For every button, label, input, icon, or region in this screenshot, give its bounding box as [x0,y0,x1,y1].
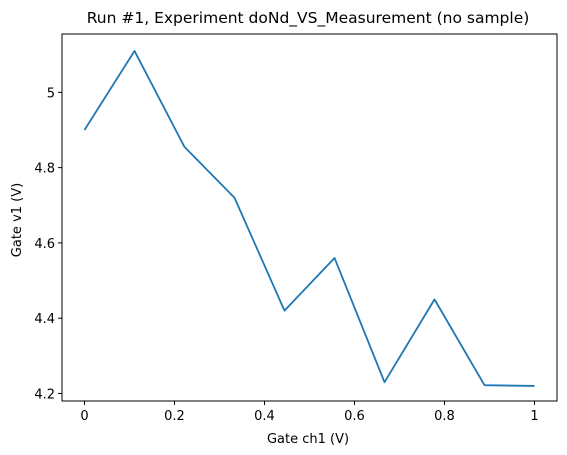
plot-frame [61,33,558,402]
x-tick-label: 1 [530,409,538,424]
y-tick-label: 4.2 [34,387,55,402]
x-tick-label: 0.4 [254,409,275,424]
y-axis-label: Gate v1 (V) [10,183,25,257]
y-tick-label: 5 [47,86,55,101]
x-tick-label: 0.8 [434,409,455,424]
x-tick-label: 0.2 [164,409,185,424]
y-tick-label: 4.8 [34,162,55,177]
series-layer [83,50,535,387]
x-axis-ticks: 0 0.2 0.4 0.6 0.8 1 [80,401,539,424]
y-tick-label: 4.4 [34,312,55,327]
x-tick-label: 0 [80,409,88,424]
plot-area [61,33,558,402]
x-tick-label: 0.6 [344,409,365,424]
chart-title: Run #1, Experiment doNd_VS_Measurement (… [87,9,530,28]
x-axis-label: Gate ch1 (V) [267,432,349,447]
series-line-0 [83,50,535,387]
y-tick-label: 4.6 [34,237,55,252]
y-axis-ticks: 4.2 4.4 4.6 4.8 5 [34,86,62,402]
